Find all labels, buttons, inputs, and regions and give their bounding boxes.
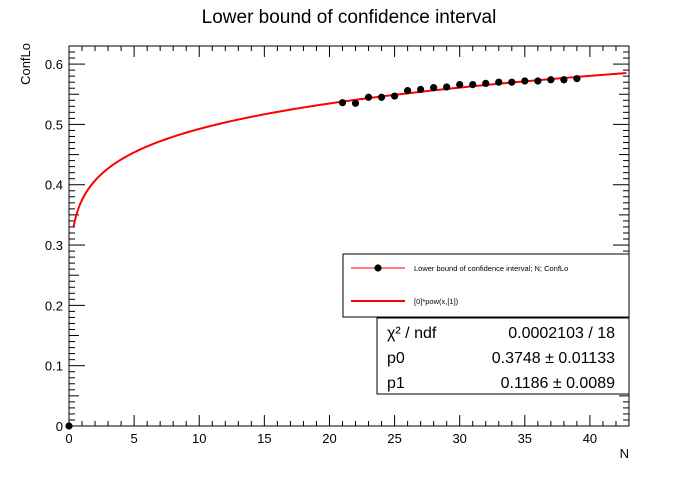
fit-curve-line [72, 72, 627, 227]
y-tick-label: 0.5 [45, 117, 63, 132]
legend-box [342, 253, 630, 318]
data-point [390, 92, 399, 100]
data-point [469, 81, 477, 89]
stats-box: χ² / ndf 0.0002103 / 18 p0 0.3748 ± 0.01133… [376, 317, 630, 395]
data-point [560, 76, 568, 84]
stats-value: 0.0002103 / 18 [508, 325, 615, 342]
data-point [482, 79, 490, 87]
origin-point [65, 422, 73, 430]
data-point [495, 78, 503, 86]
data-point [351, 99, 360, 107]
legend-label-data: Lower bound of confidence interval; N; C… [414, 264, 568, 273]
x-axis-label: N [620, 446, 629, 461]
y-tick-label: 0.3 [45, 238, 63, 253]
data-point [443, 83, 451, 91]
x-tick-label: 5 [130, 431, 137, 446]
y-tick-label: 0.6 [45, 57, 63, 72]
data-point [404, 87, 412, 95]
stats-label: p0 [387, 350, 405, 367]
data-point [456, 81, 464, 89]
data-points [65, 74, 581, 430]
x-tick-label: 15 [257, 431, 271, 446]
data-point [430, 84, 438, 92]
x-tick-label: 0 [65, 431, 72, 446]
stats-label: p1 [387, 375, 405, 392]
data-point [338, 99, 347, 107]
x-tick-label: 40 [583, 431, 597, 446]
stats-value: 0.1186 ± 0.0089 [501, 375, 615, 392]
data-point [534, 77, 542, 85]
stats-label: χ² / ndf [387, 325, 437, 342]
plot-frame [68, 45, 630, 427]
y-tick-label: 0.1 [45, 359, 63, 374]
fit-curves [72, 72, 627, 227]
x-tick-label: 10 [192, 431, 206, 446]
data-point [521, 77, 529, 85]
y-tick-label: 0.4 [45, 178, 63, 193]
stats-box-frame [376, 317, 630, 395]
y-tick-label: 0.2 [45, 298, 63, 313]
x-tick-label: 25 [387, 431, 401, 446]
x-tick-label: 30 [452, 431, 466, 446]
data-point [417, 85, 425, 94]
data-point [508, 78, 516, 86]
data-point [547, 76, 555, 84]
legend: Lower bound of confidence interval; N; C… [342, 253, 630, 318]
data-point [364, 93, 373, 101]
data-point [573, 74, 581, 83]
stats-value: 0.3748 ± 0.01133 [492, 350, 615, 367]
data-point [377, 93, 386, 101]
x-tick-label: 20 [322, 431, 336, 446]
legend-marker-point [374, 264, 382, 272]
y-tick-label: 0 [56, 419, 63, 434]
x-tick-label: 35 [518, 431, 532, 446]
y-axis-label: ConfLo [18, 43, 33, 85]
legend-label-fit: [0]*pow(x,[1]) [414, 297, 459, 306]
chart-title: Lower bound of confidence interval [202, 7, 497, 28]
